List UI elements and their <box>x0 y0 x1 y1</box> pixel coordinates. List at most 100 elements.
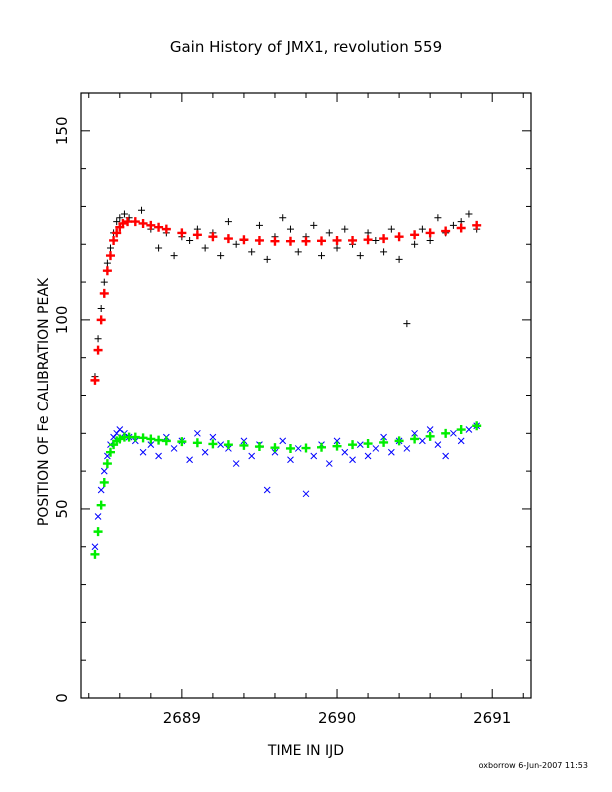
data-point <box>155 244 163 252</box>
data-point <box>465 426 473 433</box>
x-axis: 2689 2690 2691 <box>88 93 524 727</box>
data-point <box>194 429 201 437</box>
data-point <box>116 426 124 433</box>
data-point <box>100 278 108 286</box>
data-point <box>102 266 112 276</box>
data-point <box>138 433 148 443</box>
data-point <box>325 460 333 467</box>
data-point <box>208 232 218 242</box>
data-point <box>192 230 202 240</box>
data-point <box>201 244 209 252</box>
data-point <box>372 236 380 244</box>
data-point <box>302 490 310 498</box>
data-point <box>364 452 372 460</box>
data-point <box>285 236 295 246</box>
data-point <box>112 228 122 238</box>
x-tick-label: 2689 <box>163 709 201 727</box>
data-point <box>441 428 451 438</box>
data-point <box>154 435 164 445</box>
data-point <box>380 248 388 256</box>
data-point <box>426 426 434 433</box>
data-point <box>217 441 225 449</box>
data-point <box>394 436 404 446</box>
data-point <box>286 225 294 233</box>
data-point <box>102 459 112 469</box>
y-tick-label: 100 <box>53 306 71 335</box>
x-tick-label: 2691 <box>473 709 511 727</box>
data-point <box>177 228 187 238</box>
data-point <box>363 235 373 245</box>
data-point <box>434 441 442 449</box>
data-point <box>99 477 109 487</box>
data-point <box>146 434 156 444</box>
data-point <box>177 437 187 447</box>
data-point <box>115 434 125 444</box>
data-point <box>394 232 404 242</box>
data-point <box>161 224 171 234</box>
data-point <box>94 513 102 520</box>
data-point <box>248 248 256 256</box>
data-point <box>201 448 209 456</box>
data-point <box>425 228 435 238</box>
data-point <box>418 225 426 233</box>
data-point <box>90 375 100 385</box>
series-3 <box>90 421 482 559</box>
footer-credit: oxborrow 6-Jun-2007 11:53 <box>479 761 588 770</box>
data-point <box>118 218 128 228</box>
data-point <box>410 230 420 240</box>
data-point <box>449 221 457 229</box>
data-point <box>317 442 327 452</box>
data-point <box>411 240 419 248</box>
data-point <box>97 486 105 494</box>
data-point <box>279 437 287 445</box>
data-point <box>294 445 302 452</box>
data-point <box>93 345 103 355</box>
data-point <box>254 442 264 452</box>
data-point <box>341 225 349 233</box>
y-axis: 0 50 100 150 <box>53 92 531 703</box>
data-point <box>403 445 411 452</box>
data-point <box>240 437 248 445</box>
data-point <box>318 252 326 260</box>
data-point <box>103 259 111 267</box>
data-point <box>147 441 155 449</box>
data-point <box>105 251 115 261</box>
data-point <box>271 448 279 456</box>
series-0 <box>91 206 481 381</box>
data-point <box>217 252 225 260</box>
data-point <box>395 255 403 263</box>
data-point <box>123 217 133 227</box>
data-point <box>301 443 311 453</box>
data-point <box>426 236 434 244</box>
data-point <box>294 248 302 256</box>
data-point <box>348 440 358 450</box>
data-point <box>186 456 193 464</box>
data-point <box>456 425 466 435</box>
data-point <box>106 244 114 252</box>
data-point <box>97 305 105 313</box>
data-point <box>341 448 349 456</box>
data-point <box>285 443 295 453</box>
data-point <box>263 255 271 263</box>
data-point <box>248 452 256 460</box>
y-tick-label: 150 <box>53 116 71 145</box>
data-point <box>317 236 327 246</box>
data-point <box>442 452 450 460</box>
y-tick-label: 50 <box>53 499 71 518</box>
data-point <box>387 448 395 456</box>
data-point <box>387 225 395 233</box>
data-point <box>379 437 389 447</box>
data-point <box>99 288 109 298</box>
data-point <box>208 439 218 449</box>
data-point <box>403 320 411 328</box>
chart-title: Gain History of JMX1, revolution 559 <box>170 38 442 56</box>
data-point <box>113 218 121 226</box>
data-point <box>372 445 380 452</box>
data-point <box>116 214 124 222</box>
data-point <box>224 218 232 226</box>
data-point <box>425 431 435 441</box>
y-tick-label: 0 <box>53 693 71 703</box>
data-point <box>279 214 287 222</box>
data-point <box>155 452 162 460</box>
data-point <box>380 433 387 441</box>
